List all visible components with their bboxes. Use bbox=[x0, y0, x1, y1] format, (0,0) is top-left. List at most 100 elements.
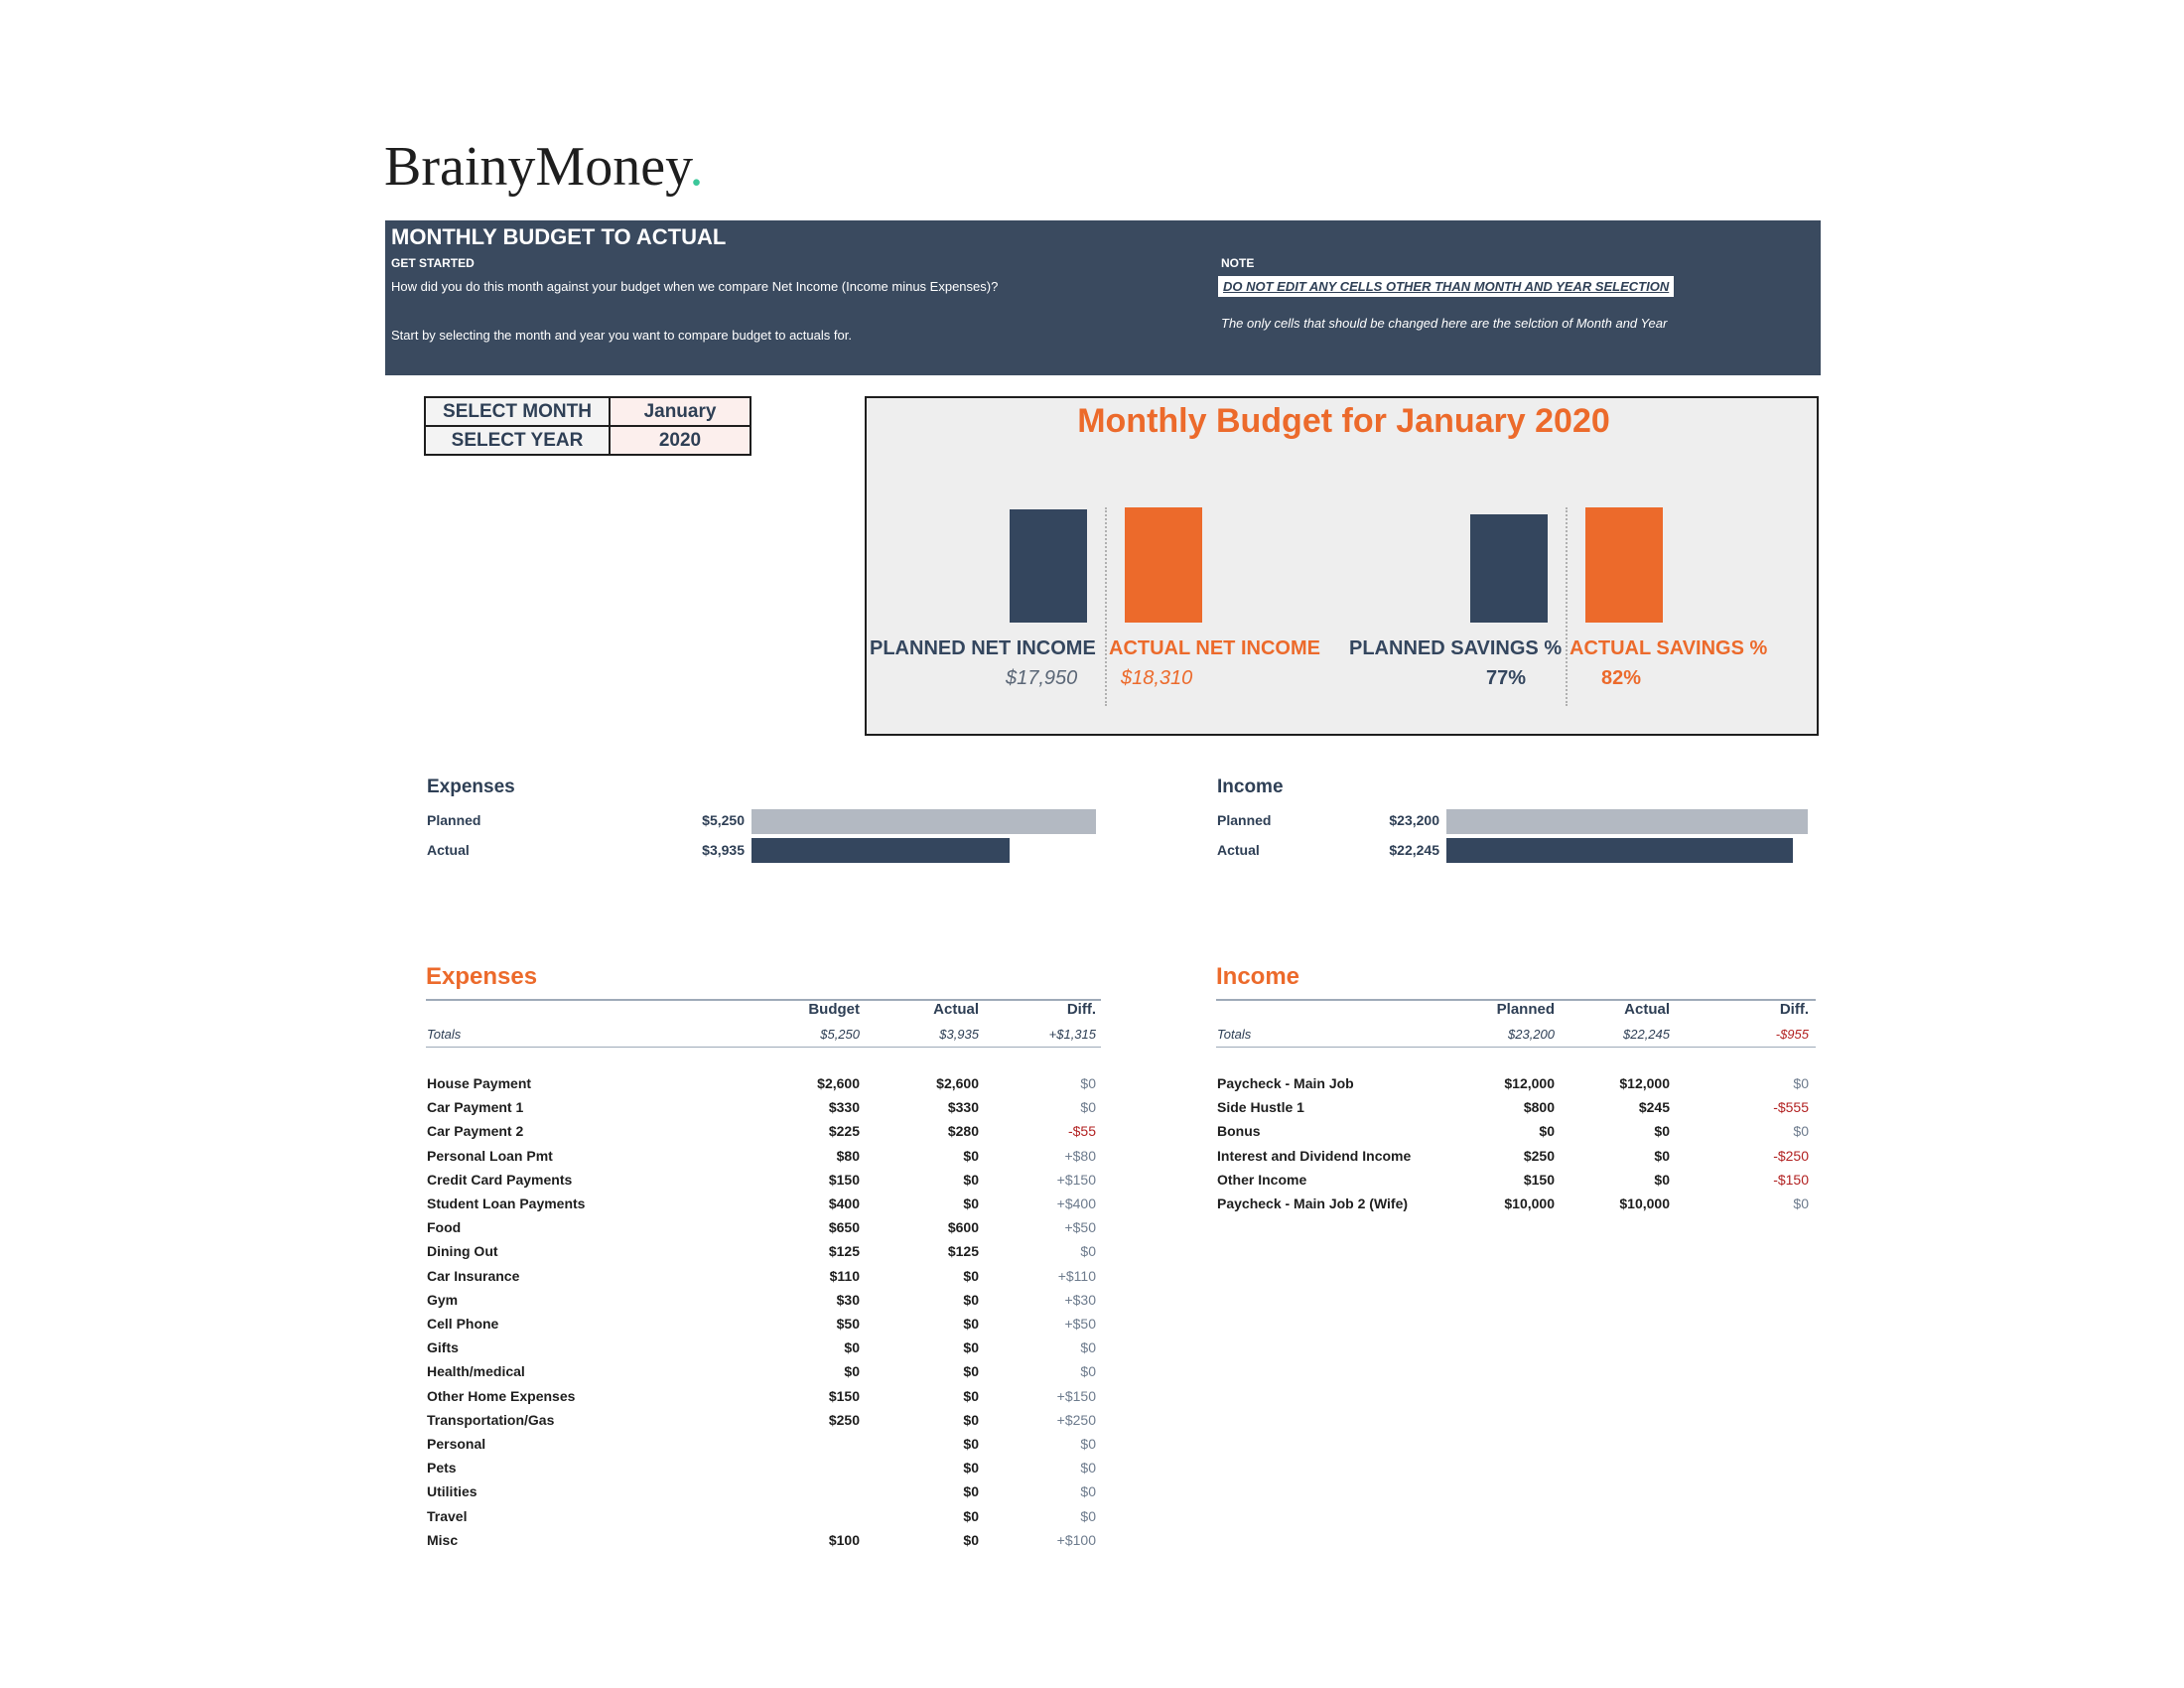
row-diff: +$100 bbox=[1056, 1531, 1096, 1548]
expenses-totals-label: Totals bbox=[427, 1027, 462, 1042]
row-diff: $0 bbox=[1080, 1243, 1096, 1260]
expenses-actual-bar bbox=[751, 838, 1010, 863]
row-actual: $0 bbox=[963, 1387, 979, 1404]
row-budget: $150 bbox=[828, 1171, 860, 1188]
row-diff: +$110 bbox=[1057, 1267, 1096, 1284]
row-budget: $150 bbox=[828, 1387, 860, 1404]
row-diff: +$30 bbox=[1064, 1291, 1096, 1308]
row-actual: $280 bbox=[947, 1123, 979, 1140]
row-budget: $12,000 bbox=[1504, 1075, 1555, 1091]
expenses-table-title: Expenses bbox=[426, 963, 538, 990]
expenses-totals-diff: +$1,315 bbox=[1048, 1027, 1096, 1042]
expenses-planned-value: $5,250 bbox=[702, 812, 745, 828]
income-planned-label: Planned bbox=[1217, 812, 1272, 828]
income-planned-value: $23,200 bbox=[1389, 812, 1439, 828]
planned-savings-bar bbox=[1470, 514, 1548, 623]
row-name: Transportation/Gas bbox=[427, 1411, 555, 1428]
row-actual: $0 bbox=[1654, 1123, 1670, 1140]
year-row: SELECT YEAR 2020 bbox=[424, 425, 751, 456]
row-diff: -$555 bbox=[1773, 1099, 1809, 1116]
income-totals-rule bbox=[1216, 1047, 1816, 1048]
row-diff: +$150 bbox=[1056, 1171, 1096, 1188]
income-actual-value: $22,245 bbox=[1389, 842, 1439, 858]
row-actual: $0 bbox=[963, 1171, 979, 1188]
select-month-cell[interactable]: January bbox=[609, 396, 751, 427]
separator-savings bbox=[1566, 507, 1568, 706]
row-actual: $0 bbox=[963, 1267, 979, 1284]
row-actual: $2,600 bbox=[936, 1075, 979, 1091]
row-actual: $330 bbox=[947, 1099, 979, 1116]
row-name: Gifts bbox=[427, 1339, 459, 1356]
row-name: Side Hustle 1 bbox=[1217, 1099, 1304, 1116]
row-actual: $0 bbox=[963, 1436, 979, 1452]
row-actual: $0 bbox=[1654, 1171, 1670, 1188]
page-title: MONTHLY BUDGET TO ACTUAL bbox=[391, 224, 727, 249]
row-name: Cell Phone bbox=[427, 1316, 499, 1332]
separator-net-income bbox=[1105, 507, 1107, 706]
row-actual: $0 bbox=[963, 1291, 979, 1308]
planned-net-income-bar bbox=[1010, 509, 1087, 623]
row-diff: $0 bbox=[1080, 1075, 1096, 1091]
row-name: Car Payment 1 bbox=[427, 1099, 524, 1116]
row-diff: $0 bbox=[1080, 1099, 1096, 1116]
select-year-cell[interactable]: 2020 bbox=[609, 425, 751, 456]
row-name: Bonus bbox=[1217, 1123, 1261, 1140]
select-year-label: SELECT YEAR bbox=[424, 425, 611, 456]
expenses-totals-rule bbox=[426, 1047, 1101, 1048]
row-diff: -$250 bbox=[1773, 1147, 1809, 1164]
row-diff: -$55 bbox=[1067, 1123, 1096, 1140]
note-text: The only cells that should be changed he… bbox=[1221, 316, 1668, 331]
planned-net-income-label: PLANNED NET INCOME bbox=[870, 637, 1096, 659]
row-name: Dining Out bbox=[427, 1243, 498, 1260]
expenses-totals-actual: $3,935 bbox=[939, 1027, 979, 1042]
row-name: Health/medical bbox=[427, 1363, 525, 1380]
row-actual: $12,000 bbox=[1619, 1075, 1670, 1091]
row-budget: $30 bbox=[836, 1291, 860, 1308]
actual-savings-value: 82% bbox=[1601, 667, 1642, 689]
income-summary-title: Income bbox=[1217, 776, 1284, 797]
income-title-rule bbox=[1216, 999, 1816, 1001]
row-name: Gym bbox=[427, 1291, 459, 1308]
row-budget: $800 bbox=[1523, 1099, 1555, 1116]
row-budget: $400 bbox=[828, 1196, 860, 1211]
row-actual: $600 bbox=[947, 1219, 979, 1236]
row-diff: +$50 bbox=[1064, 1219, 1096, 1236]
row-name: Other Income bbox=[1217, 1171, 1307, 1188]
row-name: Interest and Dividend Income bbox=[1217, 1147, 1412, 1164]
brand-name: BrainyMoney bbox=[384, 136, 690, 198]
row-actual: $0 bbox=[963, 1316, 979, 1332]
row-budget: $100 bbox=[828, 1531, 860, 1548]
row-actual: $0 bbox=[963, 1531, 979, 1548]
row-actual: $0 bbox=[963, 1196, 979, 1211]
intro-line-1: How did you do this month against your b… bbox=[391, 279, 999, 294]
planned-savings-value: 77% bbox=[1486, 667, 1527, 689]
row-diff: $0 bbox=[1080, 1363, 1096, 1380]
planned-net-income-value: $17,950 bbox=[1006, 667, 1078, 689]
row-name: Paycheck - Main Job bbox=[1217, 1075, 1354, 1091]
intro-line-2: Start by selecting the month and year yo… bbox=[391, 328, 852, 343]
expenses-header-actual: Actual bbox=[933, 1001, 979, 1018]
row-diff: $0 bbox=[1080, 1339, 1096, 1356]
row-actual: $245 bbox=[1638, 1099, 1670, 1116]
row-actual: $0 bbox=[1654, 1147, 1670, 1164]
row-name: Pets bbox=[427, 1460, 457, 1477]
row-diff: +$150 bbox=[1056, 1387, 1096, 1404]
brand-dot: . bbox=[689, 136, 704, 198]
row-actual: $0 bbox=[963, 1363, 979, 1380]
row-diff: $0 bbox=[1080, 1436, 1096, 1452]
income-header-planned: Planned bbox=[1496, 1001, 1555, 1018]
row-name: Food bbox=[427, 1219, 462, 1236]
expenses-summary-title: Expenses bbox=[427, 776, 515, 797]
income-table-title: Income bbox=[1216, 963, 1300, 990]
income-totals-label: Totals bbox=[1217, 1027, 1252, 1042]
actual-net-income-bar bbox=[1125, 507, 1202, 623]
row-budget: $2,600 bbox=[817, 1075, 860, 1091]
row-actual: $0 bbox=[963, 1147, 979, 1164]
header-banner: MONTHLY BUDGET TO ACTUAL GET STARTED How… bbox=[385, 220, 1821, 375]
row-name: Misc bbox=[427, 1531, 459, 1548]
row-actual: $10,000 bbox=[1619, 1196, 1670, 1211]
expenses-planned-bar bbox=[751, 809, 1096, 834]
row-budget: $0 bbox=[1539, 1123, 1555, 1140]
row-actual: $125 bbox=[947, 1243, 979, 1260]
expenses-header-budget: Budget bbox=[808, 1001, 860, 1018]
